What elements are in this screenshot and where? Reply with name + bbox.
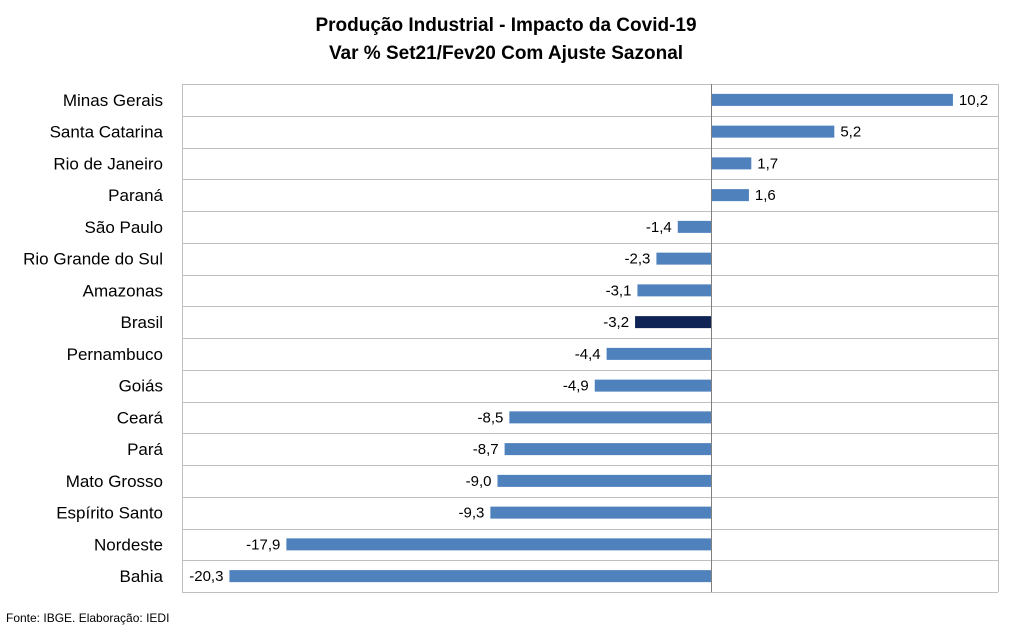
bar bbox=[490, 506, 711, 519]
category-label: Nordeste bbox=[94, 535, 163, 554]
category-label: Bahia bbox=[120, 567, 164, 586]
chart-title: Produção Industrial - Impacto da Covid-1… bbox=[315, 15, 697, 36]
data-label: -3,1 bbox=[606, 282, 632, 299]
category-label: Amazonas bbox=[83, 281, 163, 300]
category-label: São Paulo bbox=[85, 218, 163, 237]
category-label: Brasil bbox=[120, 313, 163, 332]
category-label: Pará bbox=[127, 440, 163, 459]
data-label: -20,3 bbox=[189, 568, 223, 585]
bar bbox=[509, 411, 711, 424]
source-note: Fonte: IBGE. Elaboração: IEDI bbox=[6, 611, 170, 625]
data-label: -4,9 bbox=[563, 378, 589, 395]
data-label: 5,2 bbox=[840, 124, 861, 141]
category-label: Pernambuco bbox=[67, 345, 163, 364]
data-label: -9,0 bbox=[466, 473, 492, 490]
category-label: Paraná bbox=[108, 186, 163, 205]
data-label: -9,3 bbox=[459, 505, 485, 522]
bar bbox=[286, 538, 711, 551]
data-label: -8,5 bbox=[477, 409, 503, 426]
bar bbox=[710, 157, 752, 170]
data-label: -8,7 bbox=[473, 441, 499, 458]
chart-title-block: Produção Industrial - Impacto da Covid-1… bbox=[0, 12, 1012, 68]
data-label: 1,6 bbox=[755, 187, 776, 204]
data-label: 1,7 bbox=[757, 155, 778, 172]
data-label: -17,9 bbox=[246, 536, 280, 553]
bar bbox=[656, 252, 711, 265]
category-label: Goiás bbox=[119, 377, 163, 396]
bar bbox=[594, 379, 711, 392]
bar bbox=[677, 220, 711, 233]
data-label: 10,2 bbox=[959, 92, 988, 109]
bar bbox=[637, 284, 711, 297]
data-label: -1,4 bbox=[646, 219, 672, 236]
data-label: -2,3 bbox=[625, 251, 651, 268]
bar bbox=[710, 189, 749, 202]
category-label: Espírito Santo bbox=[56, 504, 163, 523]
bar bbox=[606, 347, 711, 360]
bar bbox=[497, 474, 711, 487]
bar bbox=[710, 93, 953, 106]
data-label: -3,2 bbox=[603, 314, 629, 331]
chart-subtitle: Var % Set21/Fev20 Com Ajuste Sazonal bbox=[328, 43, 684, 64]
category-label: Mato Grosso bbox=[66, 472, 163, 491]
category-label: Ceará bbox=[117, 408, 164, 427]
category-label: Minas Gerais bbox=[63, 91, 163, 110]
category-label: Santa Catarina bbox=[50, 123, 164, 142]
category-label: Rio de Janeiro bbox=[53, 154, 163, 173]
bar bbox=[504, 443, 711, 456]
bar bbox=[229, 570, 711, 583]
bar bbox=[710, 125, 835, 138]
data-label: -4,4 bbox=[575, 346, 601, 363]
category-label: Rio Grande do Sul bbox=[23, 250, 163, 269]
bar bbox=[635, 316, 711, 329]
